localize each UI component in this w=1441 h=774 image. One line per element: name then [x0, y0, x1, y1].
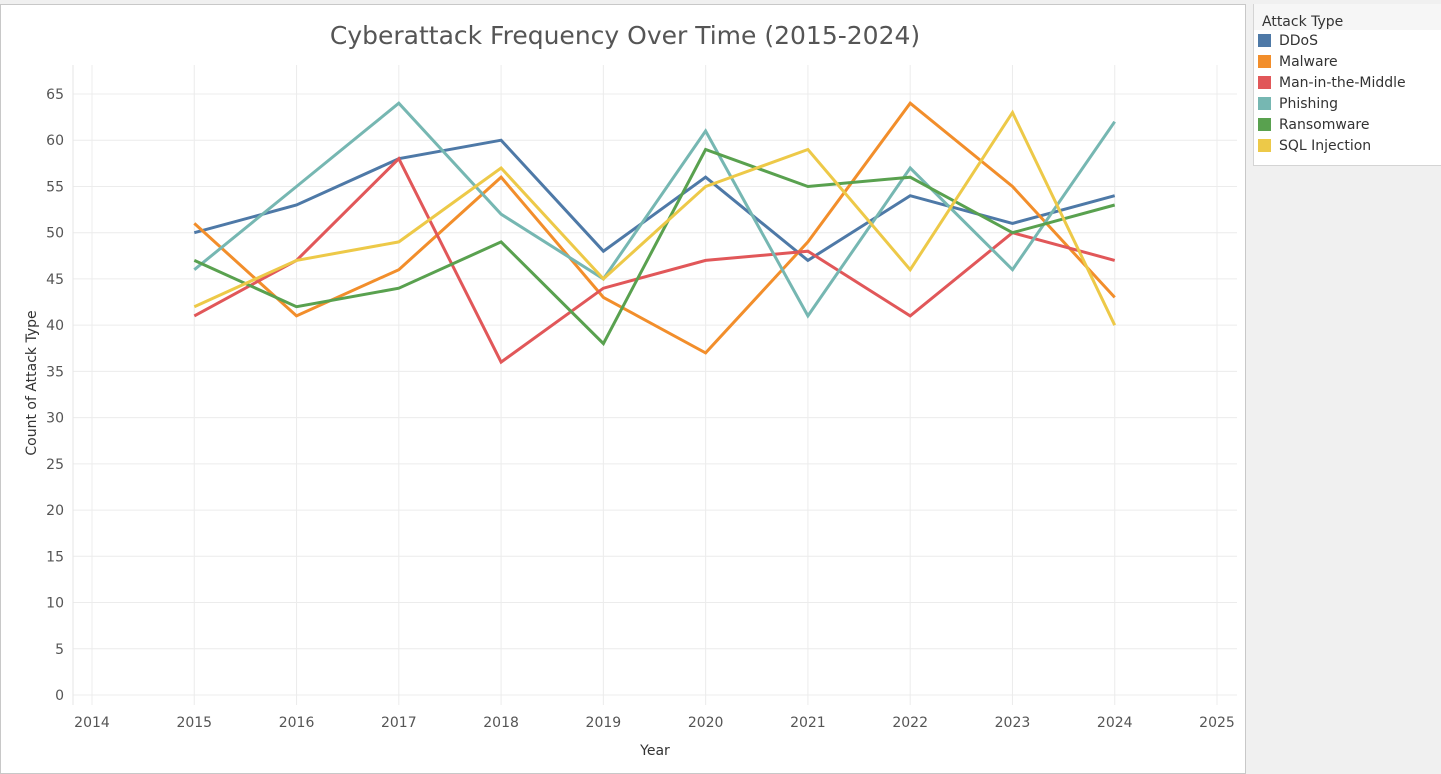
x-tick-label: 2020 [688, 715, 724, 731]
series-line-ddos[interactable] [193, 138, 1116, 263]
legend-label: Man-in-the-Middle [1279, 74, 1406, 91]
y-tick-label: 50 [46, 226, 64, 242]
series-line-ransomware[interactable] [193, 147, 1116, 347]
x-tick-label: 2019 [586, 715, 622, 731]
y-tick-label: 20 [46, 503, 64, 519]
legend-swatch [1258, 139, 1271, 152]
legend-swatch [1258, 76, 1271, 89]
legend-label: Phishing [1279, 95, 1339, 112]
y-tick-label: 65 [46, 87, 64, 103]
legend-items: DDoS Malware Man-in-the-Middle Phishing Rans… [1254, 30, 1441, 156]
x-tick-label: 2017 [381, 715, 417, 731]
legend-title: Attack Type [1254, 4, 1441, 30]
series-line-sql-injection[interactable] [193, 109, 1117, 326]
legend-label: DDoS [1279, 32, 1319, 49]
y-tick-label: 0 [55, 688, 64, 704]
chart-title: Cyberattack Frequency Over Time (2015-20… [330, 21, 920, 50]
legend-item[interactable]: DDoS [1254, 30, 1441, 51]
x-tick-label: 2018 [483, 715, 519, 731]
x-axis-ticks: 2014 2015 2016 2017 2018 2019 2020 2021 2022 2023… [74, 715, 1235, 731]
legend-item[interactable]: Phishing [1254, 93, 1441, 114]
legend: Attack Type DDoS Malware Man-in-the-Middle… [1253, 4, 1441, 166]
y-tick-label: 45 [46, 272, 64, 288]
x-tick-label: 2016 [279, 715, 315, 731]
x-tick-label: 2021 [790, 715, 826, 731]
legend-item[interactable]: Man-in-the-Middle [1254, 72, 1441, 93]
chart-area: Cyberattack Frequency Over Time (2015-20… [0, 4, 1246, 774]
y-tick-label: 25 [46, 457, 64, 473]
y-tick-label: 10 [46, 596, 64, 612]
x-tick-label: 2023 [995, 715, 1031, 731]
x-tick-label: 2024 [1097, 715, 1133, 731]
series-line-phishing[interactable] [193, 101, 1116, 319]
y-tick-label: 5 [55, 642, 64, 658]
legend-label: SQL Injection [1279, 137, 1372, 154]
legend-item[interactable]: Malware [1254, 51, 1441, 72]
y-tick-label: 30 [46, 411, 64, 427]
legend-swatch [1258, 118, 1271, 131]
y-tick-label: 15 [46, 549, 64, 565]
x-axis-label: Year [639, 743, 670, 759]
x-tick-label: 2014 [74, 715, 110, 731]
legend-item[interactable]: SQL Injection [1254, 135, 1441, 156]
y-tick-label: 60 [46, 133, 64, 149]
legend-item[interactable]: Ransomware [1254, 114, 1441, 135]
legend-label: Malware [1279, 53, 1338, 70]
gridlines [72, 65, 1237, 705]
x-tick-label: 2022 [892, 715, 928, 731]
x-tick-label: 2015 [176, 715, 212, 731]
x-tick-label: 2025 [1199, 715, 1235, 731]
line-chart: Cyberattack Frequency Over Time (2015-20… [24, 21, 1237, 759]
legend-label: Ransomware [1279, 116, 1370, 133]
y-tick-label: 55 [46, 179, 64, 195]
series-line-malware[interactable] [193, 101, 1116, 355]
series-line-man-in-the-middle[interactable] [193, 156, 1116, 365]
series-lines [193, 101, 1117, 365]
y-tick-label: 35 [46, 364, 64, 380]
y-axis-ticks: 0 5 10 15 20 25 30 35 40 45 50 55 60 65 [46, 87, 64, 704]
legend-swatch [1258, 34, 1271, 47]
legend-swatch [1258, 55, 1271, 68]
y-axis-label: Count of Attack Type [24, 310, 40, 455]
y-tick-label: 40 [46, 318, 64, 334]
legend-swatch [1258, 97, 1271, 110]
